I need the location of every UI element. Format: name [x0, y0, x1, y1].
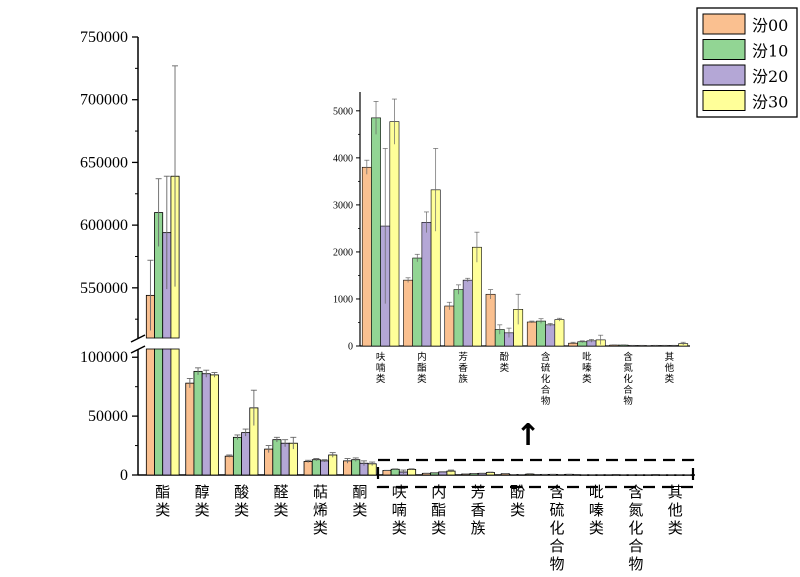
bar [390, 468, 400, 476]
bar [201, 373, 211, 476]
legend-swatch [702, 13, 746, 35]
axis-break-mark [130, 334, 146, 343]
inset-bar [545, 324, 556, 347]
bar [351, 459, 361, 476]
bar [154, 348, 164, 476]
category-label: 酸类 [234, 483, 249, 519]
category-label: 芳香族 [471, 483, 486, 537]
category-label: 呋喃类 [392, 483, 407, 537]
category-label: 酮类 [352, 483, 367, 519]
inset-bar [526, 321, 537, 347]
bar [272, 439, 282, 476]
inset-y-tick-label: 1000 [333, 294, 353, 305]
dashed-box [376, 458, 695, 489]
inset-y-tick-label: 0 [348, 342, 353, 353]
bar [193, 370, 203, 476]
legend-label: 汾20 [752, 67, 788, 86]
inset-bar [371, 117, 381, 347]
y-tick-label-lower: 50000 [88, 408, 128, 425]
legend-swatch [702, 39, 746, 60]
legend-label: 汾30 [752, 93, 788, 112]
inset-bar [444, 305, 455, 347]
inset-category-label: 含硫化合物 [541, 351, 551, 407]
y-tick-label-upper: 550000 [80, 280, 128, 297]
inset-category-label: 呋喃类 [376, 351, 386, 385]
axis-break-gap [130, 339, 186, 348]
inset-category-label: 芳香族 [458, 351, 468, 385]
y-tick-label-lower: 100000 [80, 349, 128, 366]
bar [170, 348, 180, 476]
main-bars [145, 65, 693, 476]
category-label: 吡嗪类 [589, 483, 604, 537]
category-label: 酯类 [155, 483, 170, 519]
category-label: 醇类 [195, 483, 210, 519]
legend-label: 汾00 [752, 16, 788, 35]
arrow-up-icon: ↑ [515, 418, 540, 453]
bar [311, 459, 321, 476]
legend: 汾00 汾10 汾20 汾30 [696, 7, 798, 118]
bar [162, 348, 172, 476]
inset-bar [361, 166, 372, 347]
inset-bar [421, 221, 432, 347]
inset-category-label: 其他类 [665, 352, 675, 385]
inset-bar [485, 293, 496, 347]
legend-swatch [702, 64, 746, 86]
category-label: 酚类 [510, 483, 525, 519]
bar [320, 460, 330, 476]
bar [382, 470, 392, 476]
y-tick-label-upper: 650000 [80, 154, 128, 171]
inset-bar [453, 289, 464, 347]
y-tick-label-upper: 700000 [80, 92, 128, 109]
inset-y-tick-label: 4000 [333, 153, 353, 164]
inset-bar [389, 121, 400, 347]
category-label: 其他类 [668, 483, 683, 537]
bar [241, 432, 251, 476]
legend-label: 汾10 [752, 42, 788, 61]
inset-category-label: 内酯类 [417, 351, 427, 385]
bar [438, 471, 448, 476]
bar [328, 454, 338, 476]
y-tick-label-lower: 0 [120, 467, 128, 484]
legend-swatch [702, 90, 746, 111]
category-label: 萜烯类 [313, 483, 328, 537]
bar [224, 455, 234, 476]
inset-bar [536, 320, 546, 347]
bar [280, 442, 290, 476]
inset-bar [412, 257, 423, 347]
bar [303, 461, 313, 476]
category-label: 含硫化合物 [549, 483, 564, 573]
bar [209, 374, 219, 476]
inset-y-tick-label: 3000 [333, 200, 353, 211]
bar [264, 448, 274, 476]
inset-chart: 0 1000 2000 3000 4000 5000 呋喃类 内酯类 芳香族 酚类 含硫化合物 吡嗪类… [333, 92, 690, 407]
bar [185, 382, 195, 476]
y-tick-label-upper: 750000 [80, 29, 128, 46]
inset-y-tick-label: 2000 [333, 247, 353, 258]
inset-category-label: 吡嗪类 [582, 352, 592, 385]
inset-category-label: 含氮化合物 [623, 351, 633, 407]
bar [145, 348, 155, 476]
dashed-highlight-box: ↑ [376, 418, 695, 489]
inset-bar [554, 319, 565, 347]
inset-bar [403, 279, 413, 347]
category-label: 含氮化合物 [628, 483, 643, 573]
axis-break-mark [130, 345, 146, 354]
inset-y-tick-label: 5000 [333, 106, 353, 117]
inset-bar [462, 279, 473, 347]
category-label: 醛类 [273, 483, 288, 519]
main-axes: 5500006000006500007000007500000500001000… [80, 29, 695, 573]
category-label: 内酯类 [431, 483, 446, 537]
y-tick-label-upper: 600000 [80, 217, 128, 234]
inset-category-label: 酚类 [500, 352, 510, 374]
bar [407, 468, 417, 476]
bar [232, 436, 242, 476]
